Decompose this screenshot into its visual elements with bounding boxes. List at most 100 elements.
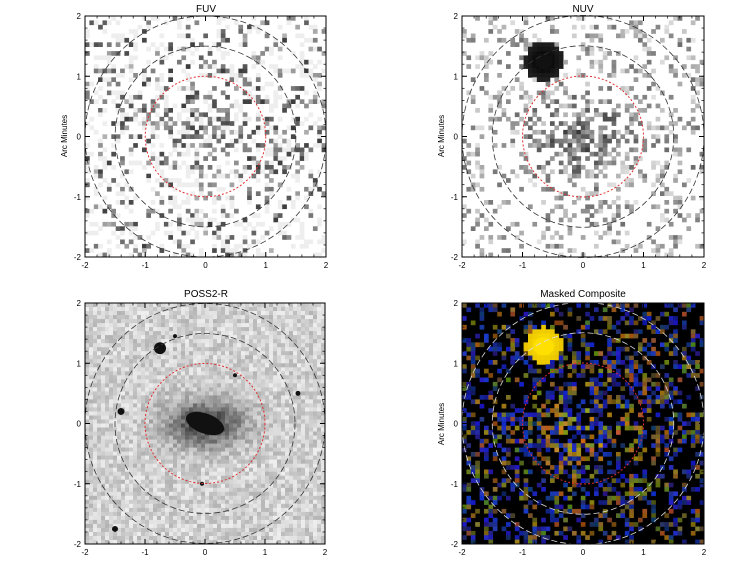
image-pixel bbox=[185, 86, 191, 91]
image-pixel bbox=[580, 42, 586, 47]
image-pixel bbox=[97, 355, 102, 360]
image-pixel bbox=[217, 447, 222, 452]
image-pixel bbox=[185, 24, 191, 30]
image-pixel bbox=[168, 46, 173, 52]
image-pixel bbox=[190, 42, 195, 47]
image-pixel bbox=[213, 379, 218, 384]
image-pixel bbox=[217, 367, 222, 372]
image-pixel bbox=[282, 129, 287, 135]
image-pixel bbox=[216, 125, 222, 131]
image-pixel bbox=[201, 323, 206, 328]
image-pixel bbox=[172, 147, 178, 153]
image-pixel bbox=[598, 156, 604, 161]
image-pixel bbox=[317, 343, 322, 348]
image-pixel bbox=[212, 99, 217, 104]
image-pixel bbox=[185, 403, 190, 408]
image-pixel bbox=[169, 379, 174, 384]
image-pixel bbox=[203, 226, 208, 231]
image-pixel bbox=[190, 125, 195, 131]
image-pixel bbox=[153, 459, 158, 464]
image-pixel bbox=[153, 419, 158, 424]
image-pixel bbox=[181, 475, 186, 480]
image-pixel bbox=[161, 439, 166, 444]
image-pixel bbox=[225, 383, 230, 388]
image-pixel bbox=[89, 323, 94, 328]
image-pixel bbox=[242, 217, 248, 223]
image-pixel bbox=[173, 423, 178, 428]
image-pixel bbox=[589, 59, 595, 65]
image-pixel bbox=[589, 138, 595, 144]
image-pixel bbox=[207, 108, 213, 113]
image-pixel bbox=[234, 252, 239, 258]
image-pixel bbox=[293, 467, 298, 472]
image-pixel bbox=[660, 191, 665, 196]
image-pixel bbox=[269, 451, 274, 456]
image-pixel bbox=[207, 134, 213, 139]
image-pixel bbox=[253, 423, 258, 428]
image-pixel bbox=[624, 86, 630, 91]
image-pixel bbox=[506, 99, 511, 104]
image-pixel bbox=[532, 121, 538, 126]
image-pixel bbox=[221, 303, 226, 308]
image-pixel bbox=[510, 121, 516, 126]
image-pixel bbox=[289, 375, 294, 380]
image-pixel bbox=[93, 435, 98, 440]
image-pixel bbox=[651, 239, 656, 245]
image-pixel bbox=[205, 315, 210, 320]
image-pixel bbox=[301, 463, 306, 468]
image-pixel bbox=[201, 459, 206, 464]
image-pixel bbox=[301, 471, 306, 476]
image-pixel bbox=[699, 59, 705, 65]
image-pixel bbox=[153, 463, 158, 468]
image-pixel bbox=[212, 42, 217, 47]
image-pixel bbox=[145, 351, 150, 356]
image-pixel bbox=[264, 129, 270, 135]
image-pixel bbox=[523, 165, 529, 170]
image-pixel bbox=[85, 463, 90, 468]
image-pixel bbox=[117, 379, 122, 384]
image-pixel bbox=[145, 431, 150, 436]
image-pixel bbox=[301, 359, 306, 364]
image-pixel bbox=[253, 415, 258, 420]
image-pixel bbox=[484, 217, 489, 223]
image-pixel bbox=[580, 46, 586, 52]
image-pixel bbox=[128, 64, 134, 69]
image-pixel bbox=[133, 371, 138, 376]
image-pixel bbox=[161, 351, 166, 356]
image-pixel bbox=[185, 134, 191, 139]
image-pixel bbox=[273, 138, 279, 144]
image-pixel bbox=[317, 143, 322, 148]
image-pixel bbox=[146, 178, 151, 183]
image-pixel bbox=[317, 81, 322, 87]
image-pixel bbox=[106, 248, 112, 253]
image-pixel bbox=[301, 403, 306, 408]
image-pixel bbox=[321, 447, 326, 452]
image-pixel bbox=[682, 217, 687, 223]
image-pixel bbox=[161, 355, 166, 360]
image-pixel bbox=[203, 112, 208, 118]
image-pixel bbox=[541, 143, 546, 148]
image-pixel bbox=[285, 331, 290, 336]
image-pixel bbox=[149, 439, 154, 444]
image-pixel bbox=[197, 315, 202, 320]
image-pixel bbox=[165, 487, 170, 493]
image-pixel bbox=[133, 359, 138, 364]
image-pixel bbox=[172, 186, 178, 192]
image-pixel bbox=[93, 367, 98, 372]
image-pixel bbox=[142, 77, 147, 82]
image-pixel bbox=[257, 351, 262, 356]
image-pixel bbox=[205, 355, 210, 360]
image-pixel bbox=[145, 359, 150, 364]
image-pixel bbox=[257, 455, 262, 460]
image-pixel bbox=[646, 121, 652, 126]
image-pixel bbox=[177, 487, 182, 493]
image-pixel bbox=[317, 239, 322, 245]
image-pixel bbox=[185, 147, 191, 153]
image-pixel bbox=[247, 191, 252, 196]
image-pixel bbox=[121, 355, 126, 360]
image-pixel bbox=[207, 221, 213, 227]
image-pixel bbox=[293, 479, 298, 484]
image-pixel bbox=[269, 491, 274, 497]
image-pixel bbox=[304, 116, 309, 122]
